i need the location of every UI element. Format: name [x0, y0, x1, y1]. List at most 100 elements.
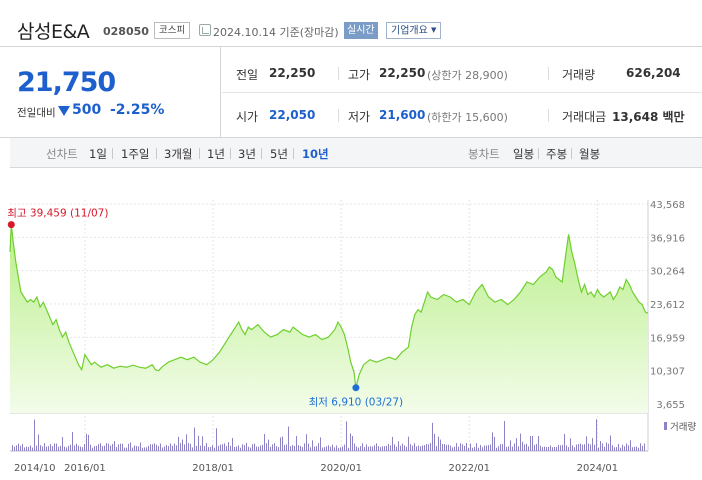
high-label: 고가 [348, 68, 371, 82]
volume-bar [546, 447, 547, 451]
low-value: 21,600 [379, 108, 426, 122]
volume-bar [528, 446, 529, 451]
volume-bar [332, 444, 333, 451]
period-1d[interactable]: 1일 [89, 147, 107, 161]
volume-bar [328, 445, 329, 451]
open-label: 시가 [236, 110, 259, 124]
volume-bar [42, 446, 43, 451]
volume-bar [198, 435, 199, 451]
volume-bar [24, 447, 25, 451]
volume-bar [106, 443, 107, 451]
volume-bar [558, 444, 559, 451]
volume-bar [92, 447, 93, 451]
volume-bar [56, 443, 57, 451]
volume-bar [624, 446, 625, 451]
period-3y[interactable]: 3년 [238, 147, 256, 161]
volume-bar [534, 444, 535, 451]
volume-bar [254, 443, 255, 451]
volume-bar [286, 444, 287, 451]
volume-bar [22, 444, 23, 451]
volume-bar [208, 447, 209, 451]
period-3m[interactable]: 3개월 [164, 147, 193, 161]
volume-bar [320, 437, 321, 451]
volume-bar [164, 446, 165, 451]
volume-bar [586, 436, 587, 451]
price-chart[interactable]: 최고 39,459 (11/07) 최저 6,910 (03/27) 43,568… [0, 168, 702, 480]
period-1w[interactable]: 1주일 [121, 147, 150, 161]
volume-bar [490, 444, 491, 451]
volume-bar [308, 443, 309, 451]
volume-bar [118, 444, 119, 451]
volume-bar [572, 445, 573, 451]
volume-bar [464, 445, 465, 451]
volume-bar [50, 444, 51, 451]
volume-bar [610, 435, 611, 451]
volume-bar [380, 447, 381, 451]
volume-bar [180, 443, 181, 451]
volume-bar [242, 444, 243, 451]
period-10y[interactable]: 10년 [302, 147, 329, 161]
volume-bar [502, 444, 503, 451]
volume-bar [226, 445, 227, 451]
volume-bar [488, 445, 489, 451]
volume-bar [604, 446, 605, 451]
volume-bar [168, 445, 169, 451]
volume-bar [88, 434, 89, 451]
volume-bar [126, 447, 127, 451]
candle-monthly[interactable]: 월봉 [579, 147, 601, 161]
volume-bar [446, 444, 447, 451]
volume-bar [552, 447, 553, 451]
volume-bar [268, 439, 269, 451]
price-chart-svg[interactable]: 최고 39,459 (11/07) 최저 6,910 (03/27) 43,568… [0, 168, 702, 480]
volume-bar [462, 444, 463, 451]
volume-bar [144, 447, 145, 451]
price-area-fill [10, 224, 648, 413]
x-tick-label: 2018/01 [192, 463, 234, 474]
volume-bar [12, 445, 13, 451]
volume-bar [74, 445, 75, 451]
down-arrow-icon [58, 106, 70, 116]
volume-bar [404, 445, 405, 451]
volume-bar [94, 446, 95, 451]
volume-bar [160, 443, 161, 451]
y-tick-label: 43,568 [650, 200, 685, 211]
volume-bar [340, 447, 341, 451]
volume-bar [70, 444, 71, 451]
volume-bar [156, 444, 157, 451]
volume-bar [370, 446, 371, 451]
stat-divider [338, 67, 339, 80]
volume-legend-swatch [664, 422, 667, 430]
volume-bar [306, 434, 307, 451]
volume-bar [262, 444, 263, 451]
volume-bar [260, 445, 261, 451]
company-name[interactable]: 삼성E&A [17, 21, 90, 43]
volume-bar [438, 436, 439, 451]
company-overview-dropdown[interactable]: 기업개요 ▼ [386, 22, 442, 39]
volume-bar [516, 438, 517, 451]
period-1y[interactable]: 1년 [207, 147, 225, 161]
high-value: 22,250 [379, 66, 426, 80]
candle-daily[interactable]: 일봉 [513, 147, 535, 161]
volume-bar [382, 446, 383, 451]
period-5y[interactable]: 5년 [270, 147, 288, 161]
clock-icon [199, 24, 211, 36]
volume-bar [430, 443, 431, 451]
volume-bar [216, 428, 217, 451]
realtime-button[interactable]: 실시간 [344, 22, 378, 39]
volume-bar [618, 443, 619, 451]
volume-bar [298, 445, 299, 451]
volume-bar [292, 445, 293, 451]
volume-bar [536, 444, 537, 451]
volume-bar [376, 443, 377, 451]
volume-bar [294, 445, 295, 451]
volume-bar [482, 447, 483, 451]
volume-bar [258, 446, 259, 451]
candle-weekly[interactable]: 주봉 [546, 147, 568, 161]
volume-bar [318, 443, 319, 451]
volume-bar [486, 445, 487, 451]
volume-bar [566, 445, 567, 451]
volume-bar [82, 447, 83, 451]
volume-bar [504, 421, 505, 451]
market-badge: 코스피 [154, 22, 191, 39]
volume-bar [366, 444, 367, 451]
